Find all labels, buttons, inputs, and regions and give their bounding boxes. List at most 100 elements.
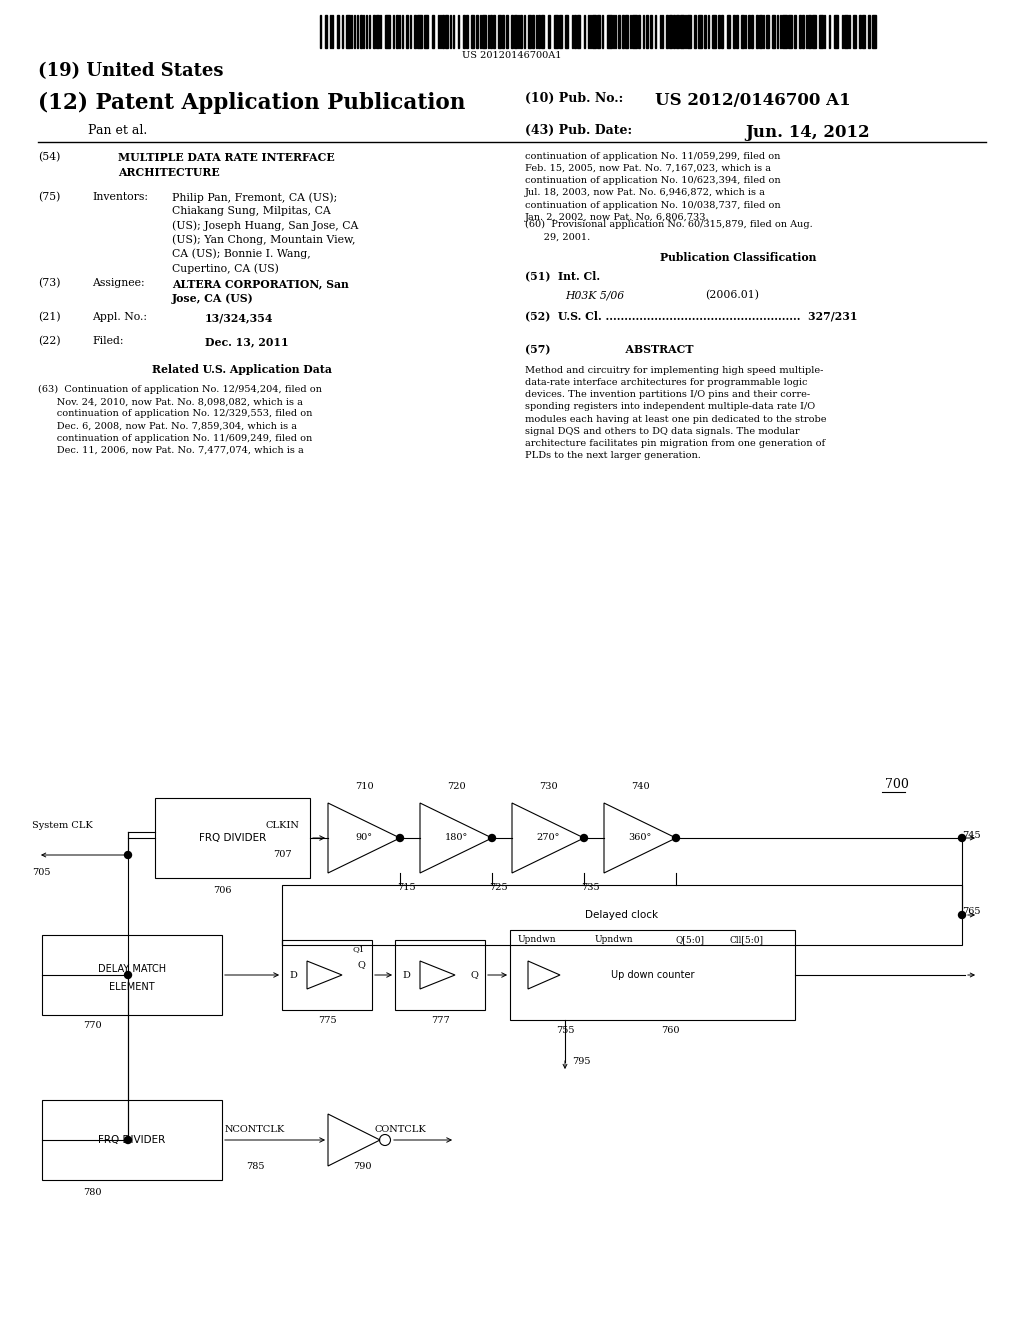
Text: (43) Pub. Date:: (43) Pub. Date: — [525, 124, 632, 137]
Bar — [751, 15, 754, 48]
Text: Q: Q — [470, 970, 478, 979]
Bar — [859, 15, 861, 48]
Bar — [330, 15, 331, 48]
Text: 715: 715 — [396, 883, 416, 892]
Bar — [353, 15, 354, 48]
Circle shape — [125, 851, 131, 858]
Bar — [440, 15, 441, 48]
Bar — [380, 15, 381, 48]
Circle shape — [958, 834, 966, 842]
Text: 180°: 180° — [444, 833, 468, 842]
Bar — [803, 15, 804, 48]
Bar — [744, 15, 746, 48]
Text: Up down counter: Up down counter — [610, 970, 694, 979]
Text: D: D — [402, 970, 410, 979]
Bar — [670, 15, 672, 48]
Bar — [548, 15, 550, 48]
Bar — [741, 15, 743, 48]
Text: CLKIN: CLKIN — [265, 821, 299, 830]
Bar — [518, 15, 519, 48]
Bar — [862, 15, 865, 48]
Bar — [414, 15, 416, 48]
Bar — [772, 15, 775, 48]
Text: (75): (75) — [38, 191, 60, 202]
Bar — [337, 15, 339, 48]
Bar — [393, 15, 394, 48]
Bar — [417, 15, 422, 48]
Text: ELEMENT: ELEMENT — [110, 982, 155, 993]
Text: (10) Pub. No.:: (10) Pub. No.: — [525, 92, 624, 106]
Text: 360°: 360° — [629, 833, 651, 842]
Bar — [849, 15, 850, 48]
Bar — [632, 15, 637, 48]
Bar — [479, 15, 481, 48]
Bar — [510, 931, 795, 1020]
Bar — [319, 15, 322, 48]
Bar — [42, 1100, 222, 1180]
Bar — [442, 15, 443, 48]
Circle shape — [958, 912, 966, 919]
Text: 745: 745 — [962, 830, 981, 840]
Bar — [794, 15, 797, 48]
Text: D: D — [289, 970, 297, 979]
Bar — [554, 15, 558, 48]
Text: 270°: 270° — [537, 833, 560, 842]
Bar — [650, 15, 652, 48]
Text: Philip Pan, Fremont, CA (US);
Chiakang Sung, Milpitas, CA
(US); Joseph Huang, Sa: Philip Pan, Fremont, CA (US); Chiakang S… — [172, 191, 358, 273]
Text: DELAY MATCH: DELAY MATCH — [98, 964, 166, 974]
Text: (60)  Provisional application No. 60/315,879, filed on Aug.
      29, 2001.: (60) Provisional application No. 60/315,… — [525, 220, 813, 242]
Bar — [437, 15, 439, 48]
Text: 775: 775 — [317, 1016, 336, 1026]
Bar — [498, 15, 501, 48]
Bar — [401, 15, 402, 48]
Bar — [503, 15, 504, 48]
Bar — [454, 15, 455, 48]
Bar — [845, 15, 848, 48]
Bar — [623, 15, 624, 48]
Bar — [490, 15, 492, 48]
Bar — [395, 15, 398, 48]
Bar — [612, 15, 614, 48]
Bar — [588, 15, 589, 48]
Text: 790: 790 — [352, 1162, 372, 1171]
Bar — [370, 15, 371, 48]
Bar — [713, 15, 716, 48]
Bar — [703, 15, 707, 48]
Bar — [630, 15, 631, 48]
Bar — [466, 15, 468, 48]
Bar — [539, 15, 540, 48]
Bar — [377, 15, 379, 48]
Bar — [450, 15, 451, 48]
Bar — [385, 15, 389, 48]
Text: Jun. 14, 2012: Jun. 14, 2012 — [745, 124, 869, 141]
Text: 770: 770 — [83, 1020, 101, 1030]
Bar — [828, 15, 830, 48]
Bar — [788, 15, 792, 48]
Bar — [476, 15, 478, 48]
Bar — [625, 15, 629, 48]
Bar — [577, 15, 581, 48]
Bar — [514, 15, 517, 48]
Text: Publication Classification: Publication Classification — [659, 252, 816, 263]
Bar — [763, 15, 764, 48]
Bar — [532, 15, 534, 48]
Text: 13/324,354: 13/324,354 — [205, 312, 273, 323]
Bar — [673, 15, 675, 48]
Bar — [399, 15, 400, 48]
Text: (54): (54) — [38, 152, 60, 162]
Bar — [584, 15, 585, 48]
Text: 765: 765 — [962, 908, 981, 916]
Bar — [527, 15, 531, 48]
Text: (19) United States: (19) United States — [38, 62, 223, 81]
Circle shape — [581, 834, 588, 842]
Bar — [654, 15, 656, 48]
Text: Cll[5:0]: Cll[5:0] — [730, 935, 764, 944]
Text: 785: 785 — [246, 1162, 264, 1171]
Bar — [351, 15, 352, 48]
Bar — [155, 799, 310, 878]
Bar — [799, 15, 801, 48]
Text: H03K 5/06: H03K 5/06 — [565, 290, 624, 300]
Bar — [819, 15, 823, 48]
Text: (63)  Continuation of application No. 12/954,204, filed on
      Nov. 24, 2010, : (63) Continuation of application No. 12/… — [38, 385, 322, 455]
Text: continuation of application No. 11/059,299, filed on
Feb. 15, 2005, now Pat. No.: continuation of application No. 11/059,2… — [525, 152, 780, 222]
